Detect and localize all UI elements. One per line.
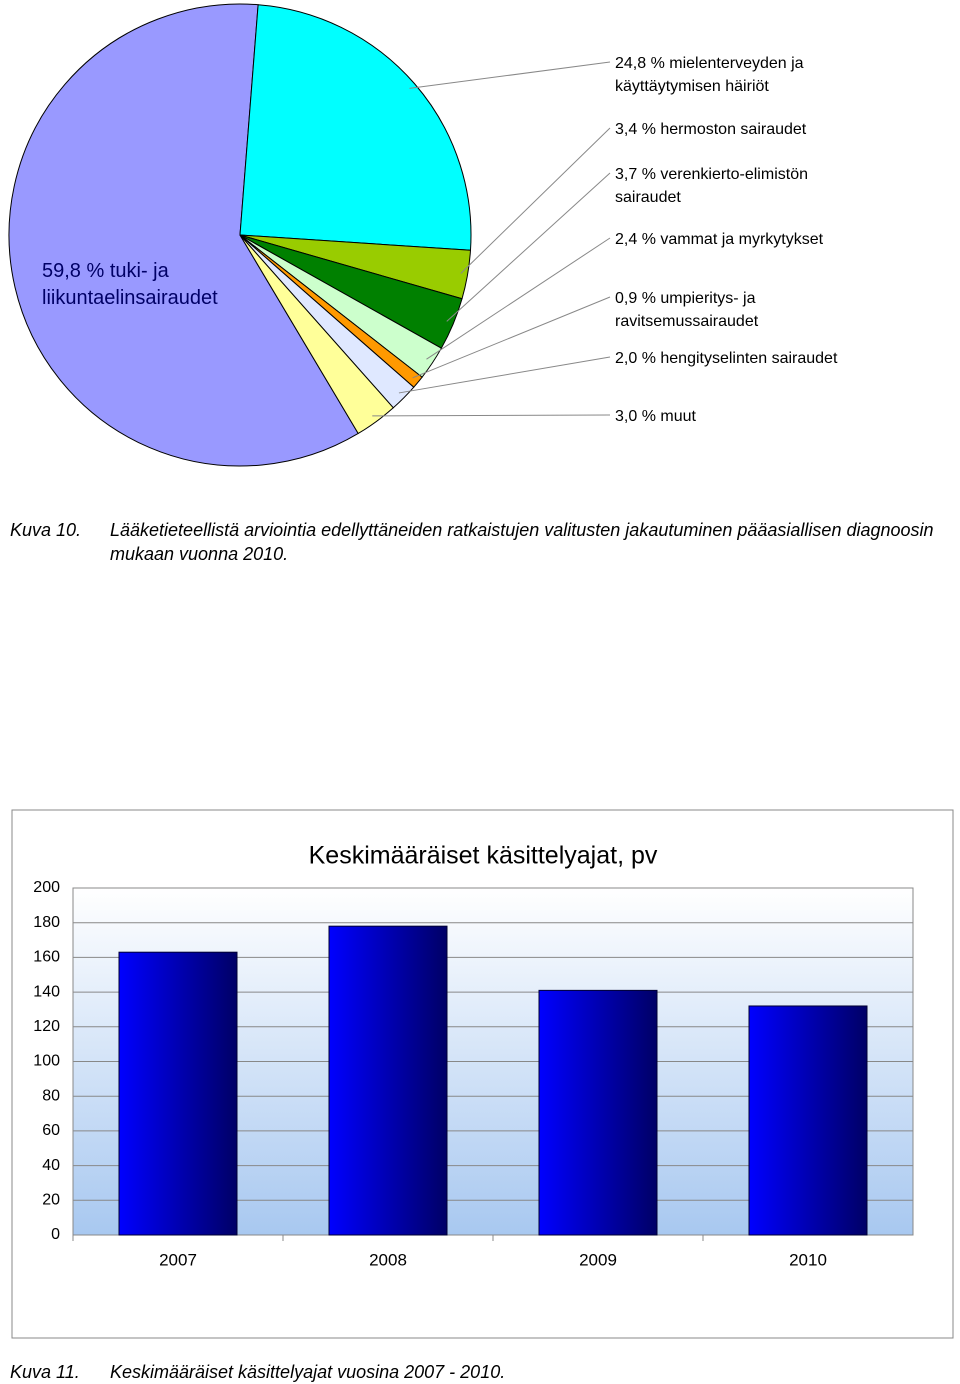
leader-line: [398, 356, 611, 394]
value-label: 59,8 %: [42, 260, 105, 282]
data-label: 0,9 % umpieritys- ja ravitsemussairaudet: [615, 287, 855, 333]
leader-line: [460, 127, 611, 274]
value-label: 24,8 %: [615, 55, 665, 72]
pie-slice: [8, 3, 359, 467]
caption-text: Lääketieteellistä arviointia edellyttäne…: [110, 520, 934, 564]
category-label: hermoston sairaudet: [660, 121, 807, 138]
data-label: 59,8 % tuki- ja liikuntaelinsairaudet: [42, 258, 282, 312]
data-label: 3,7 % verenkierto-elimistön sairaudet: [615, 163, 855, 209]
leader-line: [426, 237, 611, 360]
chart-title: Keskimääräiset käsittelyajat, pv: [309, 842, 658, 870]
pie-slice: [239, 4, 472, 251]
caption-text: Keskimääräiset käsittelyajat vuosina 200…: [110, 1362, 506, 1382]
y-tick-label: 160: [33, 949, 60, 966]
value-label: 0,9 %: [615, 290, 656, 307]
y-tick-label: 80: [42, 1087, 60, 1104]
data-label: 2,4 % vammat ja myrkytykset: [615, 228, 855, 251]
y-tick-label: 20: [42, 1192, 60, 1209]
x-tick-label: 2009: [579, 1250, 617, 1269]
caption-label: Kuva 11.: [10, 1362, 80, 1382]
value-label: 2,0 %: [615, 350, 656, 367]
leader-line: [446, 172, 611, 322]
y-tick-label: 200: [33, 879, 60, 896]
bar: [748, 1005, 868, 1236]
value-label: 3,7 %: [615, 166, 656, 183]
pie-slice: [239, 234, 395, 435]
leader-line: [412, 296, 611, 379]
data-label: 3,4 % hermoston sairaudet: [615, 118, 855, 141]
category-label: umpieritys- ja ravitsemussairaudet: [615, 290, 759, 330]
x-tick-label: 2008: [369, 1250, 407, 1269]
category-label: hengityselinten sairaudet: [660, 350, 838, 367]
category-label: muut: [660, 408, 696, 425]
bar: [538, 989, 658, 1236]
y-tick-label: 40: [42, 1157, 60, 1174]
y-tick-label: 60: [42, 1122, 60, 1139]
y-tick-label: 140: [33, 983, 60, 1000]
category-label: mielenterveyden ja käyttäytymisen häiriö…: [615, 55, 804, 95]
category-label: vammat ja myrkytykset: [660, 231, 824, 248]
caption: Kuva 11. Keskimääräiset käsittelyajat vu…: [0, 1360, 960, 1384]
value-label: 2,4 %: [615, 231, 656, 248]
category-label: tuki- ja liikuntaelinsairaudet: [42, 260, 218, 309]
data-label: 2,0 % hengityselinten sairaudet: [615, 347, 855, 370]
caption: Kuva 10. Lääketieteellistä arviointia ed…: [0, 518, 960, 568]
y-tick-label: 180: [33, 914, 60, 931]
y-tick-label: 100: [33, 1053, 60, 1070]
leader-line: [409, 61, 611, 89]
leader-line: [372, 414, 611, 417]
bar: [118, 951, 238, 1236]
caption-label: Kuva 10.: [10, 520, 82, 540]
x-tick-label: 2010: [789, 1250, 827, 1269]
y-tick-label: 120: [33, 1018, 60, 1035]
y-tick-label: 0: [51, 1226, 60, 1243]
category-label: verenkierto-elimistön sairaudet: [615, 166, 808, 206]
value-label: 3,0 %: [615, 408, 656, 425]
data-label: 24,8 % mielenterveyden ja käyttäytymisen…: [615, 52, 855, 98]
x-tick-label: 2007: [159, 1250, 197, 1269]
data-label: 3,0 % muut: [615, 405, 855, 428]
value-label: 3,4 %: [615, 121, 656, 138]
bar: [328, 925, 448, 1236]
